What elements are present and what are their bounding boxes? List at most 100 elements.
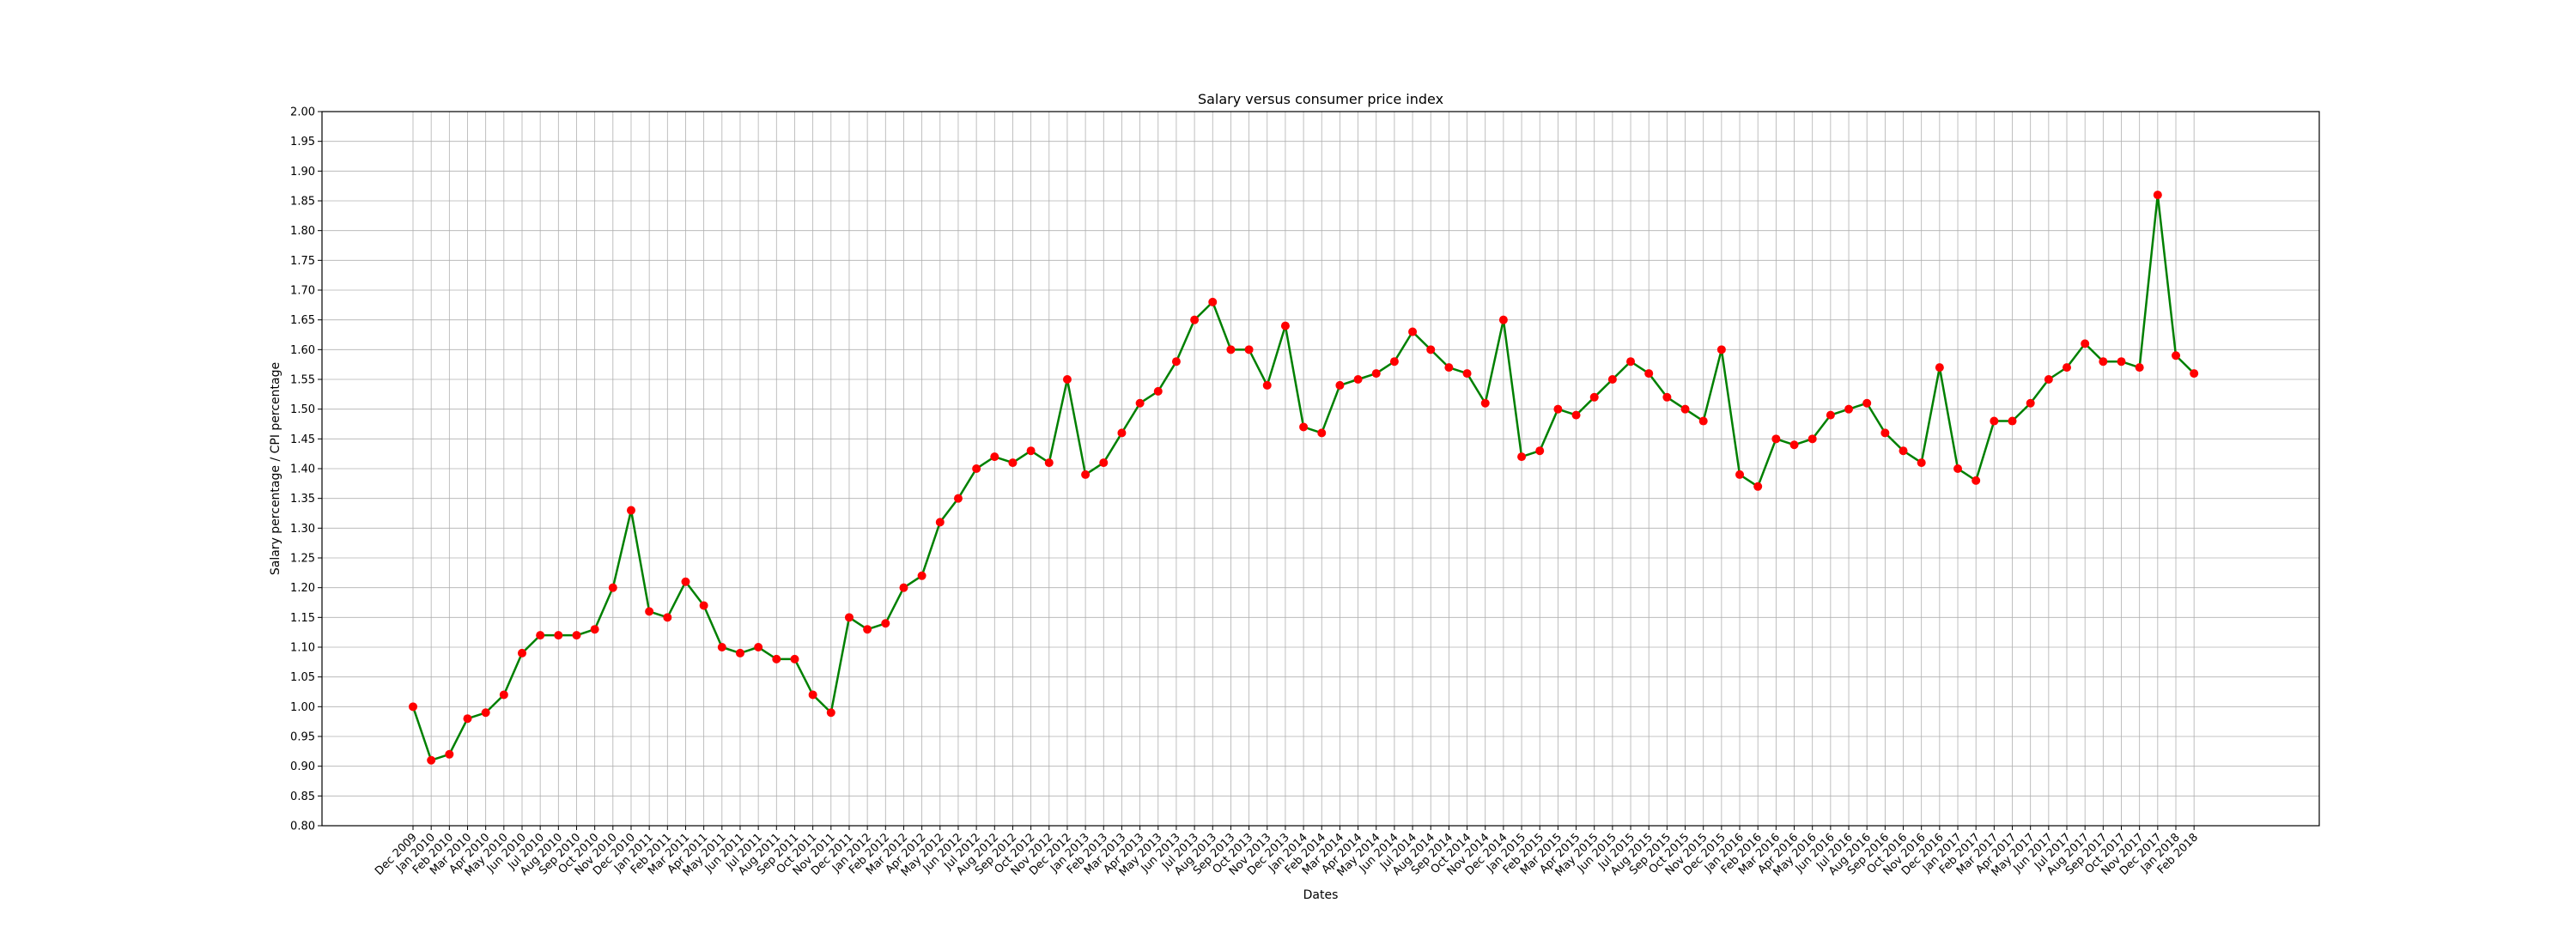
y-tick-label: 1.60 — [290, 344, 315, 357]
data-point — [1426, 345, 1436, 354]
data-point — [499, 690, 508, 700]
data-point — [1389, 357, 1399, 367]
data-point — [1807, 434, 1817, 444]
data-point — [1680, 404, 1690, 414]
data-point — [1408, 327, 1418, 336]
data-point — [953, 494, 963, 503]
y-tick-label: 1.05 — [290, 671, 315, 684]
grid — [322, 111, 2319, 827]
data-point — [1789, 440, 1799, 450]
data-point — [645, 607, 654, 616]
data-point — [972, 464, 981, 473]
data-point — [1081, 470, 1091, 479]
data-point — [1244, 345, 1254, 354]
data-point — [1517, 452, 1527, 462]
data-point — [754, 643, 763, 651]
data-point — [2044, 375, 2053, 384]
data-point — [1953, 464, 1963, 473]
data-point — [917, 571, 927, 580]
data-point — [1008, 458, 1018, 468]
data-point — [1044, 458, 1054, 468]
y-tick-label: 1.00 — [290, 701, 315, 714]
y-tick-label: 0.85 — [290, 791, 315, 803]
data-point — [772, 654, 781, 663]
y-tick-label: 0.90 — [290, 760, 315, 773]
data-point — [681, 577, 690, 586]
data-point — [1607, 375, 1617, 384]
data-point — [1062, 375, 1072, 384]
data-point — [1226, 345, 1236, 354]
data-point — [517, 648, 526, 657]
data-point — [1771, 434, 1781, 444]
data-point — [445, 749, 454, 759]
data-point — [990, 452, 999, 462]
data-point — [1753, 482, 1763, 491]
y-tick-label: 0.95 — [290, 731, 315, 744]
x-axis-label: Dates — [1303, 888, 1339, 902]
data-point — [1899, 446, 1908, 456]
data-point — [554, 631, 563, 640]
y-tick-label: 1.25 — [290, 553, 315, 566]
data-point — [1026, 446, 1036, 456]
y-tick-label: 1.65 — [290, 314, 315, 327]
data-point — [626, 506, 635, 515]
data-point — [844, 613, 854, 622]
data-point — [2026, 398, 2035, 408]
data-point — [1826, 410, 1835, 420]
data-point — [2063, 363, 2072, 373]
data-point — [1862, 398, 1872, 408]
data-point — [2190, 369, 2199, 379]
data-point — [590, 625, 599, 634]
data-point — [427, 755, 436, 765]
series-salary-cpi — [409, 191, 2199, 765]
y-tick-label: 1.15 — [290, 612, 315, 625]
data-point — [1662, 392, 1672, 402]
data-point — [1190, 315, 1200, 324]
data-point — [536, 631, 545, 640]
data-point — [826, 708, 835, 718]
y-tick-label: 1.70 — [290, 285, 315, 298]
data-point — [1498, 315, 1508, 324]
data-point — [1153, 386, 1163, 396]
data-point — [572, 631, 581, 640]
data-point — [1135, 398, 1145, 408]
y-tick-label: 1.55 — [290, 374, 315, 387]
data-point — [1716, 345, 1726, 354]
data-point — [463, 714, 472, 724]
data-point — [1317, 428, 1327, 438]
data-point — [1571, 410, 1581, 420]
data-point — [608, 583, 617, 592]
data-point — [699, 601, 708, 610]
data-point — [1299, 422, 1309, 432]
data-point — [2172, 351, 2181, 360]
data-point — [1644, 369, 1654, 379]
data-point — [1917, 458, 1926, 468]
data-point — [1880, 428, 1890, 438]
y-tick-label: 1.80 — [290, 225, 315, 238]
data-point — [1971, 476, 1981, 485]
data-point — [735, 648, 744, 657]
data-point — [2008, 416, 2017, 426]
y-tick-label: 1.20 — [290, 582, 315, 595]
data-point — [1371, 369, 1381, 379]
data-point — [1844, 404, 1854, 414]
data-point — [1171, 357, 1181, 367]
data-point — [1990, 416, 1999, 426]
data-point — [2099, 357, 2108, 367]
y-tick-label: 1.35 — [290, 493, 315, 506]
y-axis: 0.80 0.85 0.90 0.95 1.00 1.05 1.10 1.15 1.20 1.25… — [290, 106, 322, 833]
y-tick-label: 1.95 — [290, 136, 315, 148]
data-point — [717, 643, 726, 651]
y-tick-label: 1.45 — [290, 433, 315, 446]
data-point — [1099, 458, 1109, 468]
data-point — [1462, 369, 1472, 379]
y-tick-label: 1.10 — [290, 642, 315, 655]
data-point — [1117, 428, 1127, 438]
data-point — [481, 708, 490, 718]
data-point — [808, 690, 817, 700]
data-point — [1535, 446, 1545, 456]
y-tick-label: 1.90 — [290, 166, 315, 179]
data-point — [899, 583, 908, 592]
data-point — [1698, 416, 1708, 426]
